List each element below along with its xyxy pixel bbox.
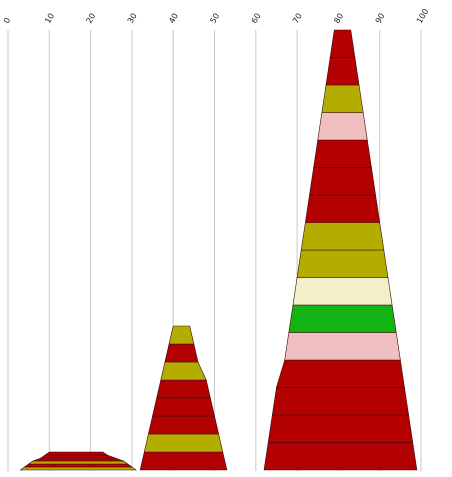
pyramid-3-segment-11	[309, 167, 376, 196]
tick-label-100: 100	[415, 7, 430, 25]
pyramid-3-segment-7	[292, 277, 393, 306]
tick-label-10: 10	[43, 12, 56, 25]
pyramid-1	[19, 451, 137, 471]
tick-label-70: 70	[291, 12, 304, 25]
tick-label-0: 0	[2, 16, 12, 25]
pyramid-1-segment-3	[27, 460, 129, 465]
pyramid-3-segment-2	[267, 414, 414, 443]
pyramid-3-segment-6	[288, 304, 397, 333]
tick-label-40: 40	[167, 12, 180, 25]
pyramid-3-segment-4	[276, 359, 405, 388]
pyramid-2-segment-5	[156, 379, 211, 399]
pyramid-2-segment-8	[168, 325, 195, 345]
bar-layer	[19, 29, 418, 471]
pyramid-2-segment-4	[152, 397, 215, 417]
pyramid-3-segment-13	[317, 112, 368, 141]
pyramid-2-segment-6	[160, 361, 207, 381]
pyramid-2-segment-7	[164, 343, 199, 363]
pyramid-3-segment-15	[325, 57, 360, 86]
tick-label-60: 60	[250, 12, 263, 25]
pyramid-3-segment-5	[284, 332, 401, 361]
tick-label-80: 80	[332, 12, 345, 25]
pyramid-3-segment-8	[296, 249, 389, 278]
pyramid-1-segment-1	[19, 466, 137, 471]
pyramid-3-segment-14	[321, 84, 364, 113]
pyramid-2-segment-1	[139, 451, 228, 471]
pyramid-2	[139, 325, 228, 471]
pyramid-3-segment-9	[300, 222, 385, 251]
tick-label-20: 20	[85, 12, 98, 25]
tick-label-50: 50	[208, 12, 221, 25]
tick-label-30: 30	[126, 12, 139, 25]
pyramid-1-segment-6	[44, 451, 109, 456]
pyramid-3-segment-3	[271, 387, 409, 416]
pyramid-2-segment-2	[143, 433, 224, 453]
pyramid-1-segment-4	[32, 457, 124, 462]
pyramid-3-segment-1	[263, 442, 418, 471]
pyramid-2-segment-3	[148, 415, 220, 435]
pyramid-1-segment-2	[23, 463, 133, 468]
tick-labels: 0 10 20 30 40 50 60 70 80 90 100	[2, 7, 430, 25]
pyramid-3	[263, 29, 418, 471]
tick-label-90: 90	[374, 12, 387, 25]
pyramid-3-segment-12	[313, 139, 372, 168]
pyramid-3-segment-10	[305, 194, 381, 223]
pyramid-1-segment-5	[40, 454, 116, 459]
pyramid-3-segment-16	[329, 29, 356, 58]
